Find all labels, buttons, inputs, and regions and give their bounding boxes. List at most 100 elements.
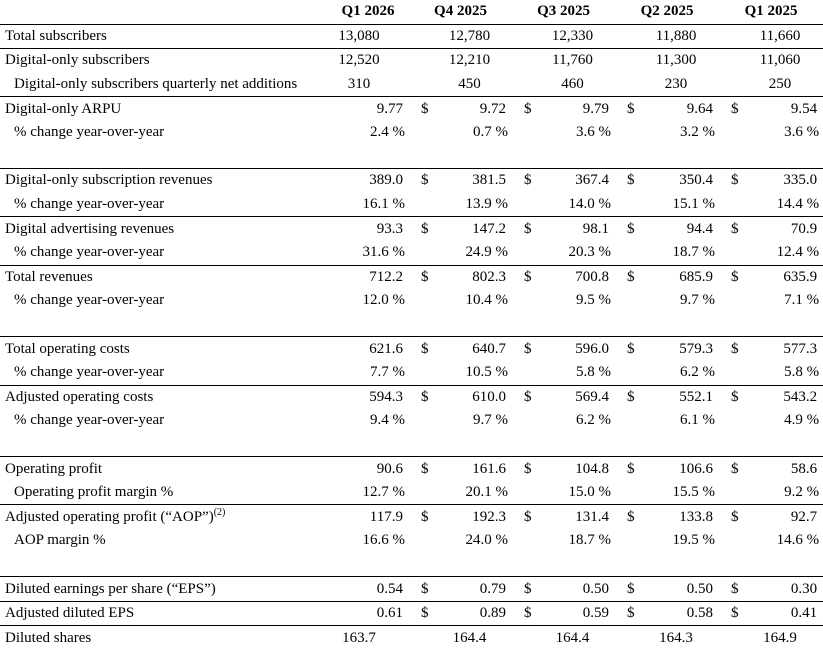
currency-symbol: $ [719, 168, 756, 193]
row-label: Operating profit [0, 456, 327, 481]
table-row: Diluted earnings per share (“EPS”) 0.54 $0… [0, 576, 823, 602]
table-row: Total revenues 712.2 $802.3 $700.8 $685.9 $63… [0, 264, 823, 290]
value-cell: 7.7 % [370, 364, 405, 381]
table-row: Operating profit margin % 12.7 % 20.1 % 15.… [0, 481, 823, 505]
value-cell: 16.1 % [362, 196, 406, 213]
column-header: Q1 2026 [327, 0, 409, 25]
currency-symbol [512, 529, 548, 553]
table-row: Adjusted diluted EPS 0.61 $0.89 $0.59 $0.58 $… [0, 600, 823, 626]
value-cell: 13.9 % [465, 196, 509, 213]
value-cell: 11,880 [655, 27, 697, 44]
value-cell: 9.7 % [473, 412, 509, 429]
value-cell: 10.4 % [465, 292, 509, 309]
row-label-text: % change year-over-year [14, 412, 165, 429]
currency-symbol: $ [615, 504, 652, 530]
currency-symbol: $ [719, 600, 756, 626]
currency-symbol [615, 361, 651, 385]
value-cell: 635.9 [755, 264, 823, 290]
row-label: % change year-over-year [0, 289, 327, 313]
spacer-row [0, 313, 823, 337]
value-cell: 24.9 % [465, 244, 509, 261]
row-label: Adjusted operating profit (“AOP”)(2) [0, 504, 327, 530]
table-row: % change year-over-year 31.6 % 24.9 % 20.3 … [0, 241, 823, 265]
value-cell: 460 [561, 76, 584, 93]
row-label: Digital-only ARPU [0, 96, 327, 121]
row-label-text: Operating profit [5, 460, 103, 477]
row-label: Digital advertising revenues [0, 216, 327, 241]
currency-symbol [615, 48, 652, 73]
currency-symbol [719, 73, 755, 97]
row-label: Total revenues [0, 264, 327, 290]
currency-symbol [615, 289, 651, 313]
table-row: Digital advertising revenues 93.3 $147.2 $9… [0, 216, 823, 241]
spacer-cell [0, 553, 823, 577]
row-label-text: Diluted shares [5, 629, 92, 646]
value-cell: 9.77 [327, 96, 409, 121]
row-label-text: % change year-over-year [14, 196, 165, 213]
currency-symbol: $ [512, 504, 549, 530]
currency-symbol [615, 241, 651, 265]
currency-symbol [512, 241, 548, 265]
currency-symbol [615, 121, 651, 145]
row-label: Operating profit margin % [0, 481, 327, 505]
currency-symbol [719, 121, 755, 145]
table-row: % change year-over-year 2.4 % 0.7 % 3.6 % 3.… [0, 121, 823, 145]
currency-symbol: $ [512, 336, 549, 361]
currency-symbol [512, 625, 549, 650]
currency-symbol [409, 361, 445, 385]
column-header: Q4 2025 [409, 0, 513, 25]
currency-symbol [409, 529, 445, 553]
row-label: AOP margin % [0, 529, 327, 553]
value-cell: 58.6 [755, 456, 823, 481]
value-cell: 0.50 [651, 576, 720, 602]
spacer-cell [0, 313, 823, 337]
currency-symbol: $ [409, 168, 445, 193]
footnote-marker: (2) [213, 506, 226, 518]
value-cell: 164.3 [651, 625, 720, 650]
currency-symbol: $ [615, 456, 652, 481]
table-row: % change year-over-year 7.7 % 10.5 % 5.8 % 6… [0, 361, 823, 385]
currency-symbol [512, 24, 548, 49]
currency-symbol [409, 409, 445, 433]
table-row: AOP margin % 16.6 % 24.0 % 18.7 % 19.5 % 14.6… [0, 529, 823, 553]
value-cell: 5.8 % [784, 364, 820, 381]
currency-symbol: $ [719, 504, 756, 530]
table-row: Digital-only subscribers quarterly net a… [0, 73, 823, 97]
spacer-row [0, 553, 823, 577]
value-cell: 14.6 % [776, 532, 820, 549]
table-body: Total subscribers 13,080 12,780 12,330 11,88… [0, 24, 823, 650]
currency-symbol [409, 289, 445, 313]
currency-symbol [409, 193, 445, 217]
currency-symbol [719, 193, 755, 217]
table-row: Adjusted operating profit (“AOP”)(2) 117.… [0, 504, 823, 530]
value-cell: 117.9 [327, 504, 409, 530]
value-cell: 18.7 % [672, 244, 716, 261]
table-row: Adjusted operating costs 594.3 $610.0 $569.… [0, 384, 823, 410]
row-label-text: Digital-only subscription revenues [5, 172, 213, 189]
value-cell: 0.50 [548, 576, 616, 602]
value-cell: 15.0 % [568, 484, 612, 501]
value-cell: 12.4 % [776, 244, 820, 261]
currency-symbol: $ [615, 216, 652, 241]
spacer-cell [0, 433, 823, 457]
value-cell: 621.6 [327, 336, 409, 361]
currency-symbol [719, 625, 756, 650]
currency-symbol [409, 48, 445, 73]
table-row: % change year-over-year 16.1 % 13.9 % 14.0 … [0, 193, 823, 217]
value-cell: 10.5 % [465, 364, 509, 381]
row-label: Total subscribers [0, 24, 327, 49]
value-cell: 579.3 [651, 336, 720, 361]
currency-symbol [615, 193, 651, 217]
value-cell: 164.4 [548, 625, 616, 650]
row-label-text: Total operating costs [5, 340, 130, 357]
row-label-text: Adjusted diluted EPS [5, 605, 135, 622]
row-label-text: AOP margin % [14, 532, 106, 549]
row-label: Digital-only subscribers quarterly net a… [0, 73, 327, 97]
value-cell: 20.1 % [465, 484, 509, 501]
currency-symbol: $ [719, 576, 756, 602]
header-row: Q1 2026 Q4 2025 Q3 2025 Q2 2025 Q1 2025 [0, 0, 823, 25]
value-cell: 712.2 [327, 264, 409, 290]
column-header: Q2 2025 [615, 0, 720, 25]
row-label-text: Total subscribers [5, 27, 107, 44]
currency-symbol: $ [512, 576, 549, 602]
